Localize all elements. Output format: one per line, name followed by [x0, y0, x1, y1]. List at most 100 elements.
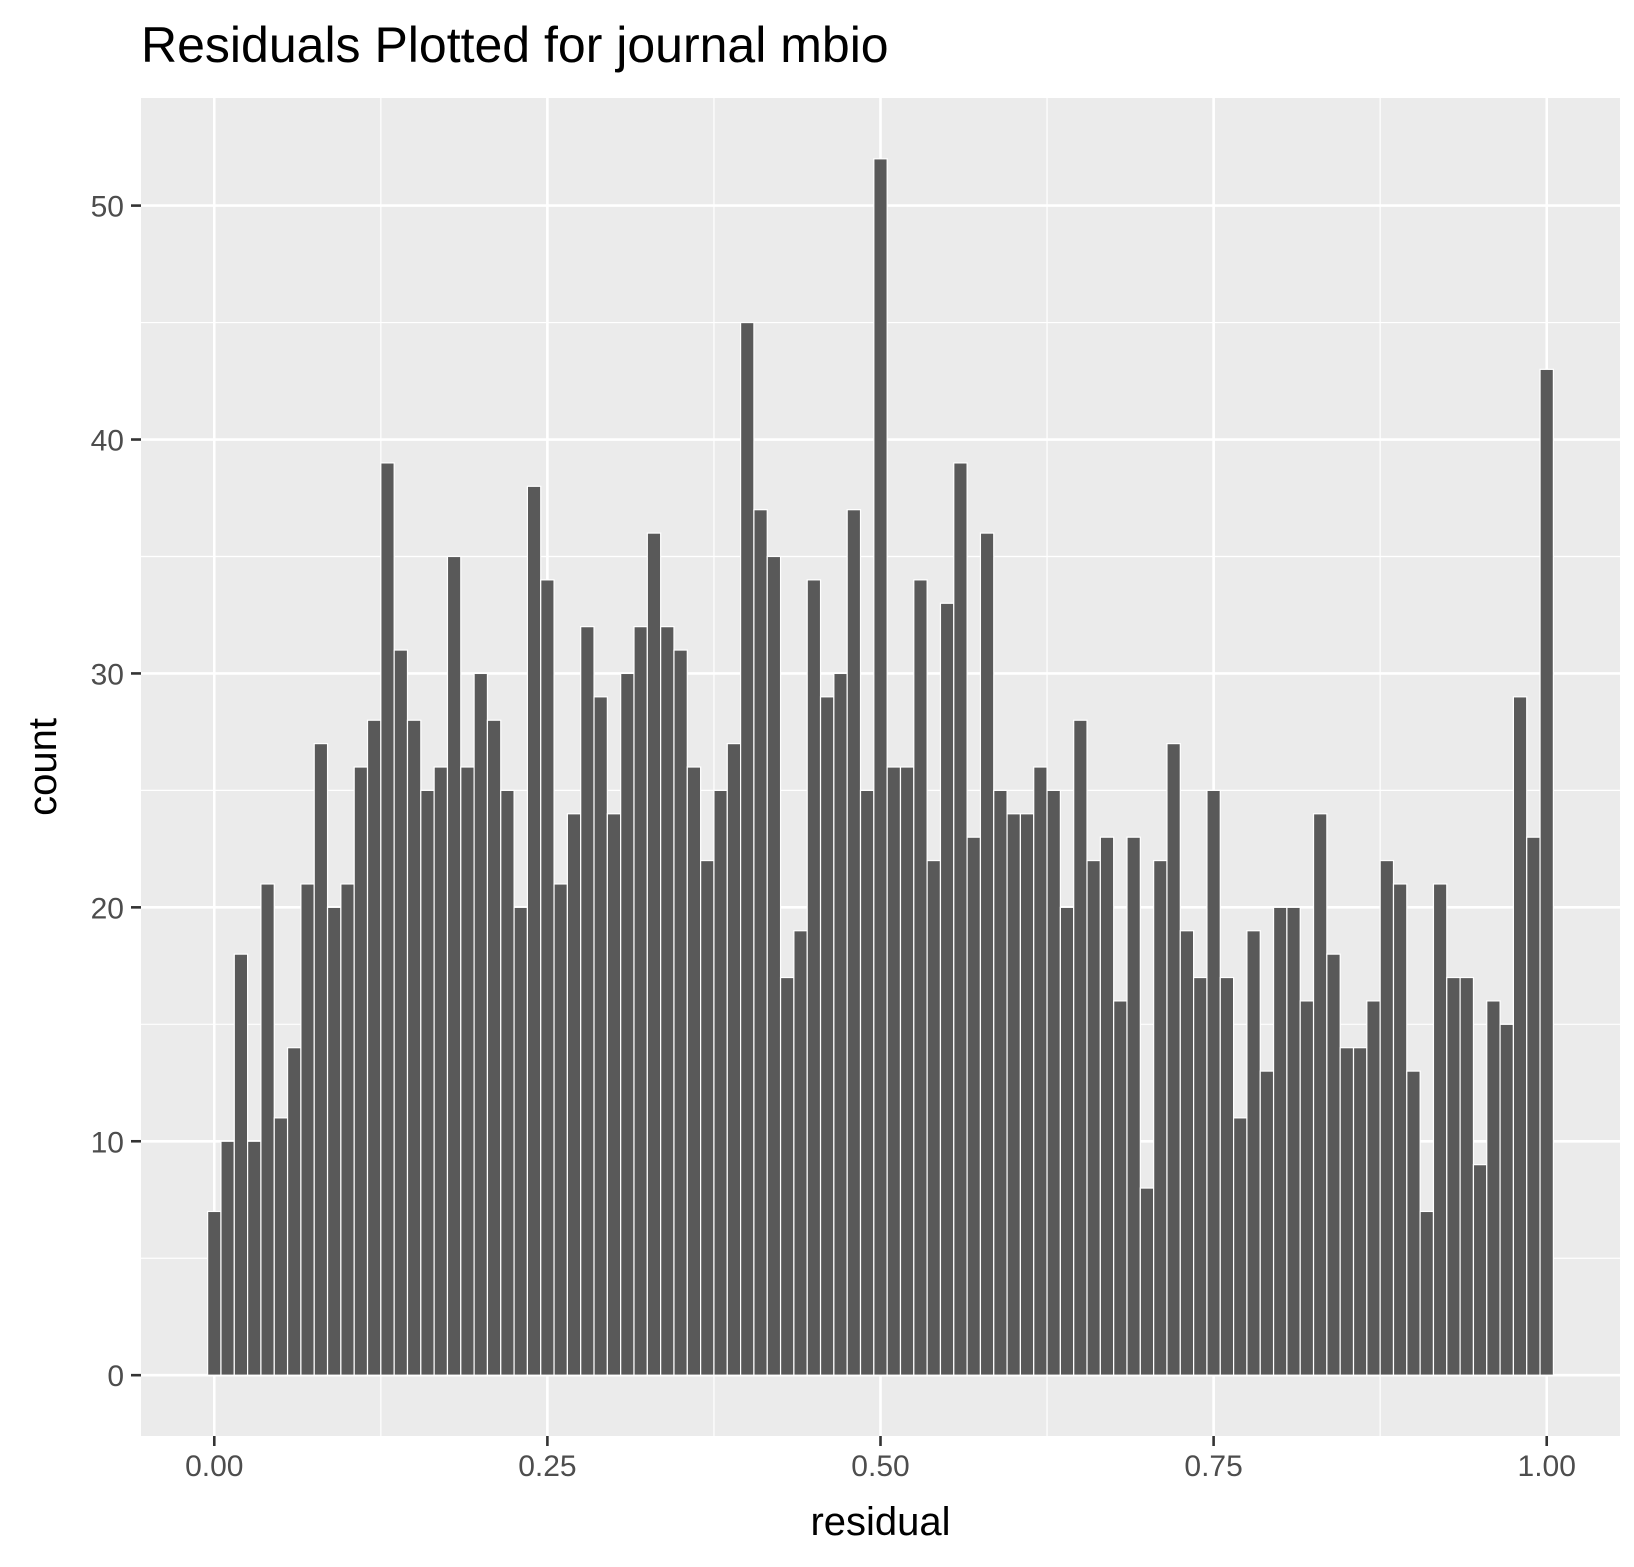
histogram-bar	[473, 672, 489, 1376]
histogram-bar	[1126, 836, 1141, 1376]
histogram-bar	[806, 579, 822, 1376]
histogram-bar	[326, 906, 342, 1376]
histogram-bar	[1073, 719, 1088, 1376]
histogram-bar	[1406, 1070, 1421, 1376]
histogram-bar	[340, 883, 355, 1376]
histogram-bar	[300, 883, 315, 1376]
y-tick-label: 40	[91, 425, 124, 458]
histogram-bar	[393, 649, 409, 1376]
histogram-bar	[1006, 813, 1022, 1376]
histogram-bar	[646, 532, 662, 1376]
histogram-bar	[873, 158, 888, 1376]
histogram-bar	[1153, 859, 1168, 1376]
histogram-bar	[1432, 883, 1448, 1376]
x-tick-label: 1.00	[1518, 1450, 1576, 1483]
histogram-bar	[753, 509, 768, 1376]
histogram-bar	[566, 813, 582, 1376]
histogram-bar	[686, 766, 702, 1376]
histogram-bar	[939, 602, 955, 1376]
histogram-bar	[406, 719, 422, 1376]
histogram-bar	[913, 579, 928, 1376]
histogram-bar	[526, 485, 542, 1376]
histogram-bar	[726, 743, 742, 1376]
histogram-bar	[1419, 1210, 1435, 1376]
histogram-bar	[553, 883, 568, 1376]
bars	[207, 158, 1554, 1376]
histogram-bar	[1472, 1164, 1488, 1376]
histogram-bar	[233, 953, 249, 1376]
histogram-bar	[246, 1140, 262, 1376]
histogram-bar	[1179, 930, 1195, 1376]
histogram-bar	[1193, 976, 1208, 1376]
histogram-bar	[1499, 1023, 1515, 1376]
histogram-bar	[1366, 1000, 1381, 1376]
histogram-bar	[1232, 1117, 1248, 1376]
histogram-bar	[660, 626, 675, 1376]
histogram-bar	[313, 743, 329, 1376]
y-axis: 0 10 20 30 40 50	[91, 191, 141, 1393]
histogram-bar	[500, 789, 515, 1376]
histogram-bar	[926, 859, 942, 1376]
y-tick-label: 0	[107, 1360, 124, 1393]
histogram-bar	[1526, 836, 1541, 1376]
histogram-bar	[486, 719, 502, 1376]
histogram-bar	[966, 836, 982, 1376]
histogram-bar	[886, 766, 902, 1376]
histogram-bar	[713, 789, 728, 1376]
histogram-bar	[993, 789, 1008, 1376]
histogram-bar	[1206, 789, 1221, 1376]
histogram-bar	[540, 579, 555, 1376]
histogram-bar	[220, 1140, 235, 1376]
histogram-bar	[1286, 906, 1301, 1376]
histogram-bar	[1379, 859, 1395, 1376]
histogram-bar	[366, 719, 382, 1376]
y-tick-label: 30	[91, 658, 124, 691]
histogram-bar	[633, 626, 648, 1376]
histogram-bar	[1033, 766, 1048, 1376]
histogram-bar	[1459, 976, 1475, 1376]
histogram-bar	[1219, 976, 1235, 1376]
histogram-bar	[1352, 1047, 1368, 1376]
histogram-bar	[353, 766, 369, 1376]
histogram-bar	[793, 930, 808, 1376]
histogram-bar	[1512, 696, 1528, 1376]
y-tick-label: 20	[91, 892, 124, 925]
histogram-bar	[819, 696, 835, 1376]
y-axis-label: count	[21, 718, 65, 816]
histogram-bar	[700, 859, 715, 1376]
histogram-bar	[593, 696, 608, 1376]
histogram-bar	[1086, 859, 1101, 1376]
histogram-bar	[833, 672, 848, 1376]
x-axis: 0.00 0.25 0.50 0.75 1.00	[185, 1436, 1576, 1483]
histogram-bar	[1539, 368, 1554, 1376]
histogram-bar	[953, 462, 968, 1376]
histogram-bar	[1339, 1047, 1355, 1376]
histogram-bar	[1446, 976, 1461, 1376]
x-tick-label: 0.50	[851, 1450, 909, 1483]
histogram-bar	[1019, 813, 1035, 1376]
histogram-bar	[1486, 1000, 1501, 1376]
histogram-bar	[433, 766, 449, 1376]
histogram-bar	[260, 883, 275, 1376]
histogram-bar	[846, 509, 862, 1376]
histogram-bar	[1059, 906, 1075, 1376]
y-tick-label: 50	[91, 191, 124, 224]
histogram-bar	[779, 976, 795, 1376]
histogram-bar	[899, 766, 915, 1376]
histogram-bar	[446, 555, 462, 1376]
histogram-bar	[859, 789, 875, 1376]
histogram-bar	[580, 626, 595, 1376]
y-tick-label: 10	[91, 1126, 124, 1159]
histogram-bar	[1046, 789, 1061, 1376]
histogram-bar	[673, 649, 688, 1376]
histogram-bar	[1272, 906, 1288, 1376]
x-tick-label: 0.75	[1184, 1450, 1242, 1483]
histogram-bar	[979, 532, 995, 1376]
histogram-bar	[606, 813, 622, 1376]
x-tick-label: 0.00	[185, 1450, 243, 1483]
histogram-bar	[1259, 1070, 1275, 1376]
histogram-bar	[1392, 883, 1408, 1376]
histogram-bar	[420, 789, 435, 1376]
